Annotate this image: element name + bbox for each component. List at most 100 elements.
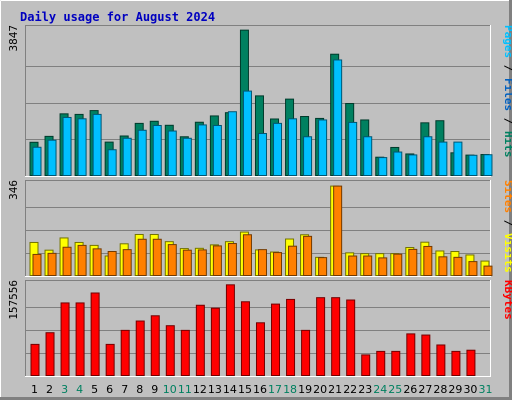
- bar-files-day-12: [197, 124, 207, 177]
- day-label-10: 10: [163, 383, 177, 396]
- bar-kbytes-day-17: [271, 303, 281, 376]
- bar-sites-day-4: [77, 244, 87, 276]
- panel-visits: 346 Sites / Visits: [7, 180, 512, 277]
- bar-files-day-27: [423, 136, 433, 177]
- bar-sites-day-20: [318, 257, 328, 277]
- day-label-19: 19: [298, 383, 312, 396]
- bar-kbytes-day-12: [195, 304, 205, 376]
- bar-kbytes-day-20: [316, 297, 326, 377]
- series-axis-label-part: /: [502, 58, 512, 78]
- bar-sites-day-24: [378, 257, 388, 276]
- bar-files-day-15: [242, 90, 252, 176]
- axis-max-label: 346: [7, 180, 20, 200]
- bar-sites-day-23: [363, 255, 373, 276]
- bar-kbytes-day-16: [255, 322, 265, 376]
- day-label-17: 17: [268, 383, 282, 396]
- bar-kbytes-day-11: [180, 329, 190, 376]
- bar-kbytes-day-18: [286, 298, 296, 376]
- bar-sites-day-27: [423, 245, 433, 276]
- bar-sites-day-29: [453, 256, 463, 277]
- bar-kbytes-day-19: [301, 329, 311, 376]
- bar-files-day-7: [122, 137, 132, 176]
- day-labels: 1 2 3 4 5 6 7 8 9 10 11 12 13 14 15 16 17 18 19 20 21 22 23 24 2…: [31, 383, 492, 396]
- bar-files-day-11: [182, 137, 192, 176]
- bar-files-day-26: [408, 154, 418, 176]
- day-label-24: 24: [373, 383, 387, 396]
- day-label-18: 18: [283, 383, 297, 396]
- day-label-23: 23: [358, 383, 372, 396]
- panel-hits: 3847 Pages / Files / Hits: [7, 25, 512, 177]
- series-axis-label-part: Pages: [502, 25, 512, 58]
- bar-files-day-21: [333, 59, 343, 176]
- bar-kbytes-day-1: [30, 343, 40, 376]
- bar-files-day-25: [393, 151, 403, 177]
- bar-files-day-14: [227, 111, 237, 176]
- bar-kbytes-day-29: [451, 350, 461, 377]
- bar-files-day-19: [303, 136, 313, 177]
- bar-files-day-10: [167, 130, 177, 176]
- bar-files-day-18: [288, 118, 298, 176]
- day-label-14: 14: [223, 383, 237, 396]
- bar-kbytes-day-28: [436, 344, 446, 376]
- bar-kbytes-day-24: [376, 350, 386, 377]
- bar-sites-day-5: [92, 248, 102, 276]
- bar-files-day-23: [363, 136, 373, 177]
- bar-kbytes-day-15: [240, 301, 250, 377]
- series-axis-label: Sites / Visits: [502, 180, 512, 273]
- bar-kbytes-day-6: [105, 343, 115, 376]
- series-axis-label: KBytes: [502, 280, 512, 320]
- bar-sites-day-22: [348, 255, 358, 276]
- bar-kbytes-day-22: [346, 299, 356, 376]
- bar-kbytes-day-13: [210, 307, 220, 376]
- bar-files-day-1: [32, 146, 42, 176]
- series-axis-label: Pages / Files / Hits: [502, 25, 512, 158]
- day-label-3: 3: [61, 383, 68, 396]
- bar-files-day-24: [378, 157, 388, 177]
- bar-sites-day-2: [47, 252, 57, 276]
- day-label-5: 5: [91, 383, 98, 396]
- bars-hits: [29, 29, 493, 177]
- bar-sites-day-10: [167, 244, 177, 276]
- bar-files-day-17: [273, 122, 283, 177]
- day-label-4: 4: [76, 383, 83, 396]
- bar-files-day-16: [257, 133, 267, 177]
- day-label-31: 31: [478, 383, 492, 396]
- bar-kbytes-day-21: [331, 297, 341, 377]
- bars-kbytes: [30, 284, 476, 377]
- bar-sites-day-30: [468, 261, 478, 277]
- day-label-7: 7: [121, 383, 128, 396]
- panels-layer: 3847 Pages / Files / Hits 346 Sites / Visit…: [7, 25, 512, 377]
- bar-kbytes-day-27: [421, 334, 431, 376]
- bar-kbytes-day-4: [75, 302, 85, 376]
- day-label-6: 6: [106, 383, 113, 396]
- bar-sites-day-19: [303, 235, 313, 277]
- day-label-27: 27: [418, 383, 432, 396]
- axis-max-label: 3847: [7, 25, 20, 52]
- chart-title: Daily usage for August 2024: [20, 10, 215, 24]
- bar-sites-day-1: [32, 253, 42, 276]
- bar-sites-day-13: [212, 245, 222, 277]
- bars-visits: [29, 185, 493, 277]
- bar-sites-day-7: [122, 249, 132, 277]
- day-label-15: 15: [238, 383, 252, 396]
- bar-files-day-20: [318, 119, 328, 176]
- bar-files-day-28: [438, 141, 448, 177]
- bar-sites-day-6: [107, 251, 117, 277]
- bar-sites-day-26: [408, 248, 418, 277]
- bar-sites-day-9: [152, 238, 162, 276]
- day-label-28: 28: [433, 383, 447, 396]
- series-axis-label-part: Hits: [502, 131, 512, 158]
- bar-sites-day-31: [483, 265, 493, 277]
- bar-kbytes-day-9: [150, 315, 160, 377]
- series-axis-label-part: Sites: [502, 180, 512, 213]
- day-label-9: 9: [151, 383, 158, 396]
- bar-sites-day-25: [393, 253, 403, 276]
- day-label-30: 30: [463, 383, 477, 396]
- day-label-29: 29: [448, 383, 462, 396]
- day-label-22: 22: [343, 383, 357, 396]
- series-axis-label-part: KBytes: [502, 280, 512, 320]
- bar-sites-day-14: [227, 243, 237, 276]
- bar-sites-day-12: [197, 249, 207, 276]
- bar-kbytes-day-5: [90, 292, 100, 377]
